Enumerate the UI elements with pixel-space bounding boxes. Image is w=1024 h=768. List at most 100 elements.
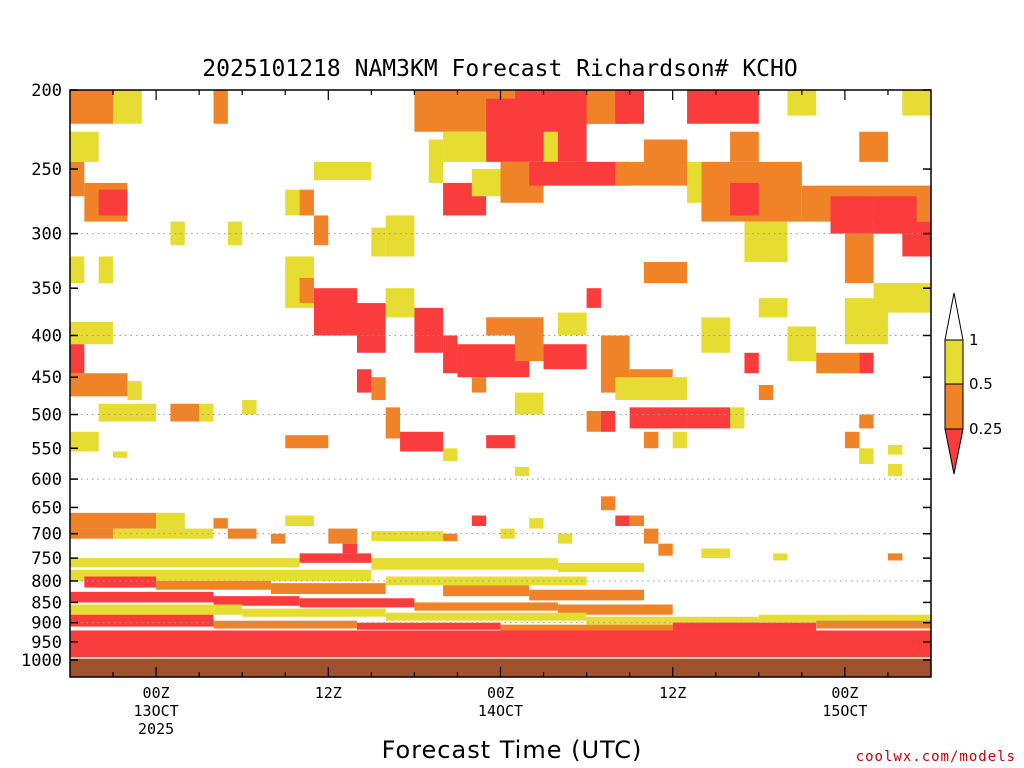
heatmap-cell-116 [471, 515, 487, 527]
heatmap-cell-124 [658, 543, 673, 556]
heatmap-cell-35 [299, 189, 314, 216]
x-axis-label: Forecast Time (UTC) [382, 736, 643, 764]
y-tick-label-750: 750 [31, 549, 62, 569]
heatmap-cell-153 [672, 622, 817, 631]
heatmap-cell-60 [615, 377, 688, 401]
heatmap-cell-70 [70, 321, 114, 345]
x-tick-label-12-0: 12Z [315, 684, 342, 702]
heatmap-cell-137 [443, 585, 530, 597]
heatmap-cell-133 [84, 576, 157, 588]
y-tick-label-700: 700 [31, 525, 62, 545]
y-tick-label-650: 650 [31, 498, 62, 518]
heatmap-cell-138 [529, 589, 644, 601]
heatmap-cell-84 [471, 377, 487, 393]
heatmap-cell-56 [557, 312, 587, 336]
heatmap-cell-67 [859, 352, 874, 374]
heatmap-cell-98 [887, 464, 903, 477]
heatmap-cell-92 [644, 431, 659, 449]
heatmap-cell-90 [730, 407, 745, 429]
heatmap-cell-151 [357, 622, 501, 630]
y-tick-label-200: 200 [31, 81, 62, 101]
y-tick-label-1000: 1000 [21, 651, 62, 671]
heatmap-cell-95 [859, 414, 874, 429]
heatmap-cell-114 [371, 531, 444, 542]
heatmap-cell-134 [156, 580, 271, 590]
heatmap-cell-36 [313, 215, 329, 246]
heatmap-cell-94 [844, 431, 860, 449]
heatmap-cell-64 [758, 298, 788, 318]
heatmap-cell-104 [70, 528, 114, 539]
heatmap-cell-57 [586, 288, 601, 308]
heatmap-cell-109 [227, 528, 257, 539]
heatmap-cell-8 [586, 90, 616, 124]
colorbar-label-0.5: 0.5 [969, 375, 993, 393]
heatmap-cells [70, 90, 931, 657]
heatmap-cell-82 [443, 448, 458, 461]
y-tick-label-450: 450 [31, 368, 62, 388]
heatmap-cell-149 [70, 614, 214, 627]
heatmap-cell-136 [385, 576, 587, 586]
heatmap-cell-106 [156, 528, 214, 539]
heatmap-cell-100 [113, 451, 128, 458]
y-tick-label-250: 250 [31, 160, 62, 180]
heatmap-cell-65 [787, 326, 817, 362]
heatmap-cell-66 [816, 352, 860, 374]
heatmap-cell-97 [887, 445, 903, 455]
x-tick-label-36-0: 12Z [659, 684, 686, 702]
heatmap-cell-143 [557, 604, 673, 615]
heatmap-cell-72 [70, 373, 128, 397]
heatmap-cell-69 [873, 283, 931, 313]
heatmap-cell-142 [414, 602, 558, 611]
heatmap-cell-123 [644, 528, 659, 544]
heatmap-cell-105 [113, 528, 157, 539]
heatmap-cell-30 [902, 221, 931, 257]
heatmap-cell-103 [70, 512, 157, 529]
heatmap-cell-40 [385, 215, 415, 257]
y-tick-label-550: 550 [31, 439, 62, 459]
heatmap-cell-107 [156, 512, 185, 529]
y-tick-label-600: 600 [31, 470, 62, 490]
heatmap-cell-22 [529, 161, 630, 186]
colorbar-upper-extend [944, 292, 964, 341]
heatmap-cell-145 [242, 608, 386, 617]
heatmap-cell-11 [687, 90, 759, 124]
heatmap-cell-115 [443, 533, 458, 542]
heatmap-cell-121 [615, 515, 630, 527]
heatmap-cell-54 [514, 326, 544, 362]
heatmap-cell-28 [830, 196, 874, 234]
heatmap-cell-126 [773, 553, 788, 561]
heatmap-cell-77 [242, 400, 257, 415]
heatmap-cell-91 [758, 384, 774, 401]
heatmap-cell-48 [357, 303, 386, 353]
heatmap-cell-1 [113, 90, 142, 124]
heatmap-cell-155 [70, 630, 931, 657]
heatmap-cell-87 [586, 410, 601, 432]
x-tick-label-48-0: 00Z [831, 684, 858, 702]
heatmap-cell-80 [385, 407, 401, 439]
colorbar-label-0.25: 0.25 [969, 420, 1002, 438]
heatmap-cell-119 [557, 533, 573, 544]
colorbar-swatch-0.5-1 [944, 339, 964, 385]
heatmap-cell-50 [414, 307, 444, 353]
heatmap-cell-144 [70, 604, 243, 615]
heatmap-cell-101 [285, 435, 329, 449]
heatmap-cell-148 [758, 614, 931, 623]
y-tick-label-350: 350 [31, 279, 62, 299]
heatmap-cell-89 [687, 407, 731, 429]
heatmap-cell-110 [270, 533, 286, 544]
heatmap-cell-44 [98, 256, 114, 284]
credit-text[interactable]: coolwx.com/models [856, 749, 1016, 765]
heatmap-cell-132 [70, 569, 372, 581]
heatmap-cell-129 [299, 553, 372, 563]
heatmap-cell-130 [371, 558, 558, 570]
heatmap-cell-140 [213, 596, 300, 606]
heatmap-cell-141 [299, 598, 415, 608]
heatmap-cell-33 [98, 189, 128, 216]
heatmap-cell-9 [615, 90, 644, 124]
heatmap-cell-16 [70, 131, 99, 162]
heatmap-cell-127 [887, 553, 903, 561]
heatmap-cell-152 [500, 624, 673, 633]
heatmap-cell-46 [299, 277, 314, 304]
heatmap-cell-128 [70, 558, 300, 568]
